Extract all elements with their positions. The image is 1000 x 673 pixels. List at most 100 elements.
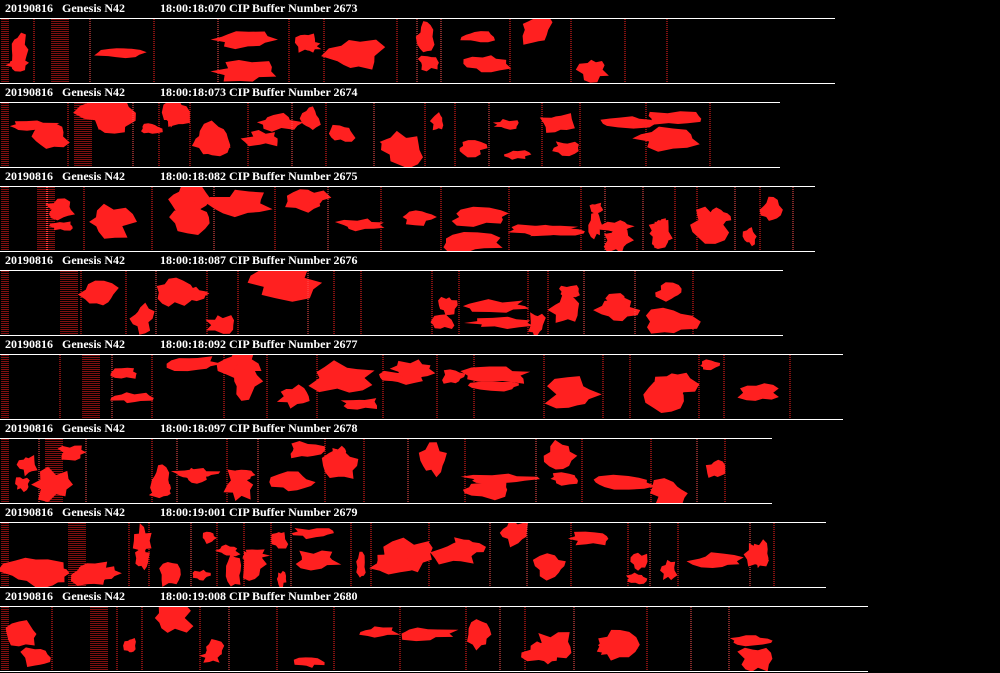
footer-rule [0, 167, 780, 168]
particle-image [705, 459, 726, 478]
particle-image [123, 638, 136, 653]
particle-image [293, 657, 325, 668]
particle-image [543, 439, 578, 470]
buffer-strip: 20190816 Genesis N42 18:00:18:073 CIP Buffe… [0, 84, 1000, 168]
particle-image [340, 398, 377, 410]
strip-date: 20190816 [5, 169, 53, 183]
particle-image [247, 271, 323, 302]
particle-image [742, 227, 757, 247]
particle-image [192, 569, 211, 581]
particle-image [198, 648, 222, 663]
particle-image [649, 218, 669, 249]
strip-time: 18:00:19:008 [160, 589, 226, 603]
particle-image [290, 441, 325, 459]
particle-image [45, 198, 75, 221]
particle-image [442, 369, 466, 384]
strip-time: 18:00:18:070 [160, 1, 226, 15]
footer-rule [0, 503, 772, 504]
strip-time: 18:00:18:087 [160, 253, 226, 267]
particle-image-strip [0, 271, 750, 335]
particle-image-strip [0, 103, 722, 167]
particle-image [589, 202, 604, 214]
footer-rule [0, 251, 815, 252]
particle-image [256, 112, 304, 132]
particle-image [655, 282, 682, 302]
header-rule [0, 186, 815, 187]
particle-image [295, 550, 342, 571]
particle-image [700, 359, 721, 371]
particle-image [169, 200, 210, 235]
particle-image [110, 367, 137, 379]
particle-image [430, 539, 479, 565]
particle-image [210, 31, 278, 50]
particle-image [77, 280, 119, 306]
particle-image [417, 55, 439, 72]
particle-image [379, 136, 416, 156]
particle-image [31, 466, 74, 503]
footer-rule [0, 83, 835, 84]
particle-image-strip [0, 355, 817, 419]
particle-image [5, 60, 29, 72]
particle-image [308, 360, 375, 393]
particle-image [225, 554, 242, 587]
strip-probe: Genesis N42 [62, 589, 125, 603]
particle-image-strip [0, 439, 745, 503]
particle-image [528, 312, 546, 335]
strip-buffer-label: CIP Buffer Number 2680 [229, 589, 358, 603]
particle-image [503, 150, 532, 160]
particle-image [467, 381, 519, 392]
particle-image-strip [0, 607, 774, 671]
strip-probe: Genesis N42 [62, 337, 125, 351]
strip-buffer-label: CIP Buffer Number 2678 [229, 421, 358, 435]
strip-buffer-label: CIP Buffer Number 2679 [229, 505, 358, 519]
footer-rule [0, 671, 868, 672]
particle-image [598, 220, 635, 232]
particle-image [568, 531, 609, 546]
header-rule [0, 102, 780, 103]
particle-image [321, 449, 359, 479]
footer-rule [0, 419, 843, 420]
particle-image [535, 632, 572, 665]
particle-image [301, 40, 322, 53]
particle-image [588, 211, 602, 240]
particle-image [603, 228, 634, 251]
strip-time: 18:00:18:092 [160, 337, 226, 351]
particle-image [300, 190, 332, 206]
particle-image [460, 31, 495, 43]
header-rule [0, 438, 772, 439]
particle-image [359, 626, 401, 638]
particle-image [559, 285, 580, 298]
particle-image [467, 619, 492, 651]
particle-image [743, 543, 769, 567]
particle-image [94, 48, 147, 59]
strip-probe: Genesis N42 [62, 253, 125, 267]
particle-image [597, 641, 639, 656]
particle-image [240, 130, 278, 147]
particle-image [544, 376, 602, 409]
particle-image [438, 296, 458, 315]
strip-probe: Genesis N42 [62, 505, 125, 519]
buffer-strip: 20190816 Genesis N42 18:00:18:087 CIP Buffe… [0, 252, 1000, 336]
particle-image [89, 203, 137, 239]
particle-image [463, 55, 512, 73]
particle-image [464, 316, 534, 329]
particle-image [648, 111, 702, 125]
particle-image [11, 32, 29, 66]
particle-image [539, 113, 575, 133]
particle-image [233, 361, 264, 401]
particle-image [401, 627, 459, 642]
particle-image [547, 293, 580, 323]
particle-image [206, 189, 273, 218]
particle-image [166, 356, 223, 372]
particle-image [528, 224, 585, 237]
strip-date: 20190816 [5, 85, 53, 99]
strip-date: 20190816 [5, 505, 53, 519]
particle-image [415, 21, 435, 53]
strip-probe: Genesis N42 [62, 1, 125, 15]
particle-image [600, 116, 657, 129]
particle-image [9, 120, 60, 131]
buffer-strip: 20190816 Genesis N42 18:00:18:097 CIP Buffe… [0, 420, 1000, 504]
particle-image [73, 103, 136, 130]
particle-image [0, 557, 64, 587]
particle-image [276, 570, 287, 587]
